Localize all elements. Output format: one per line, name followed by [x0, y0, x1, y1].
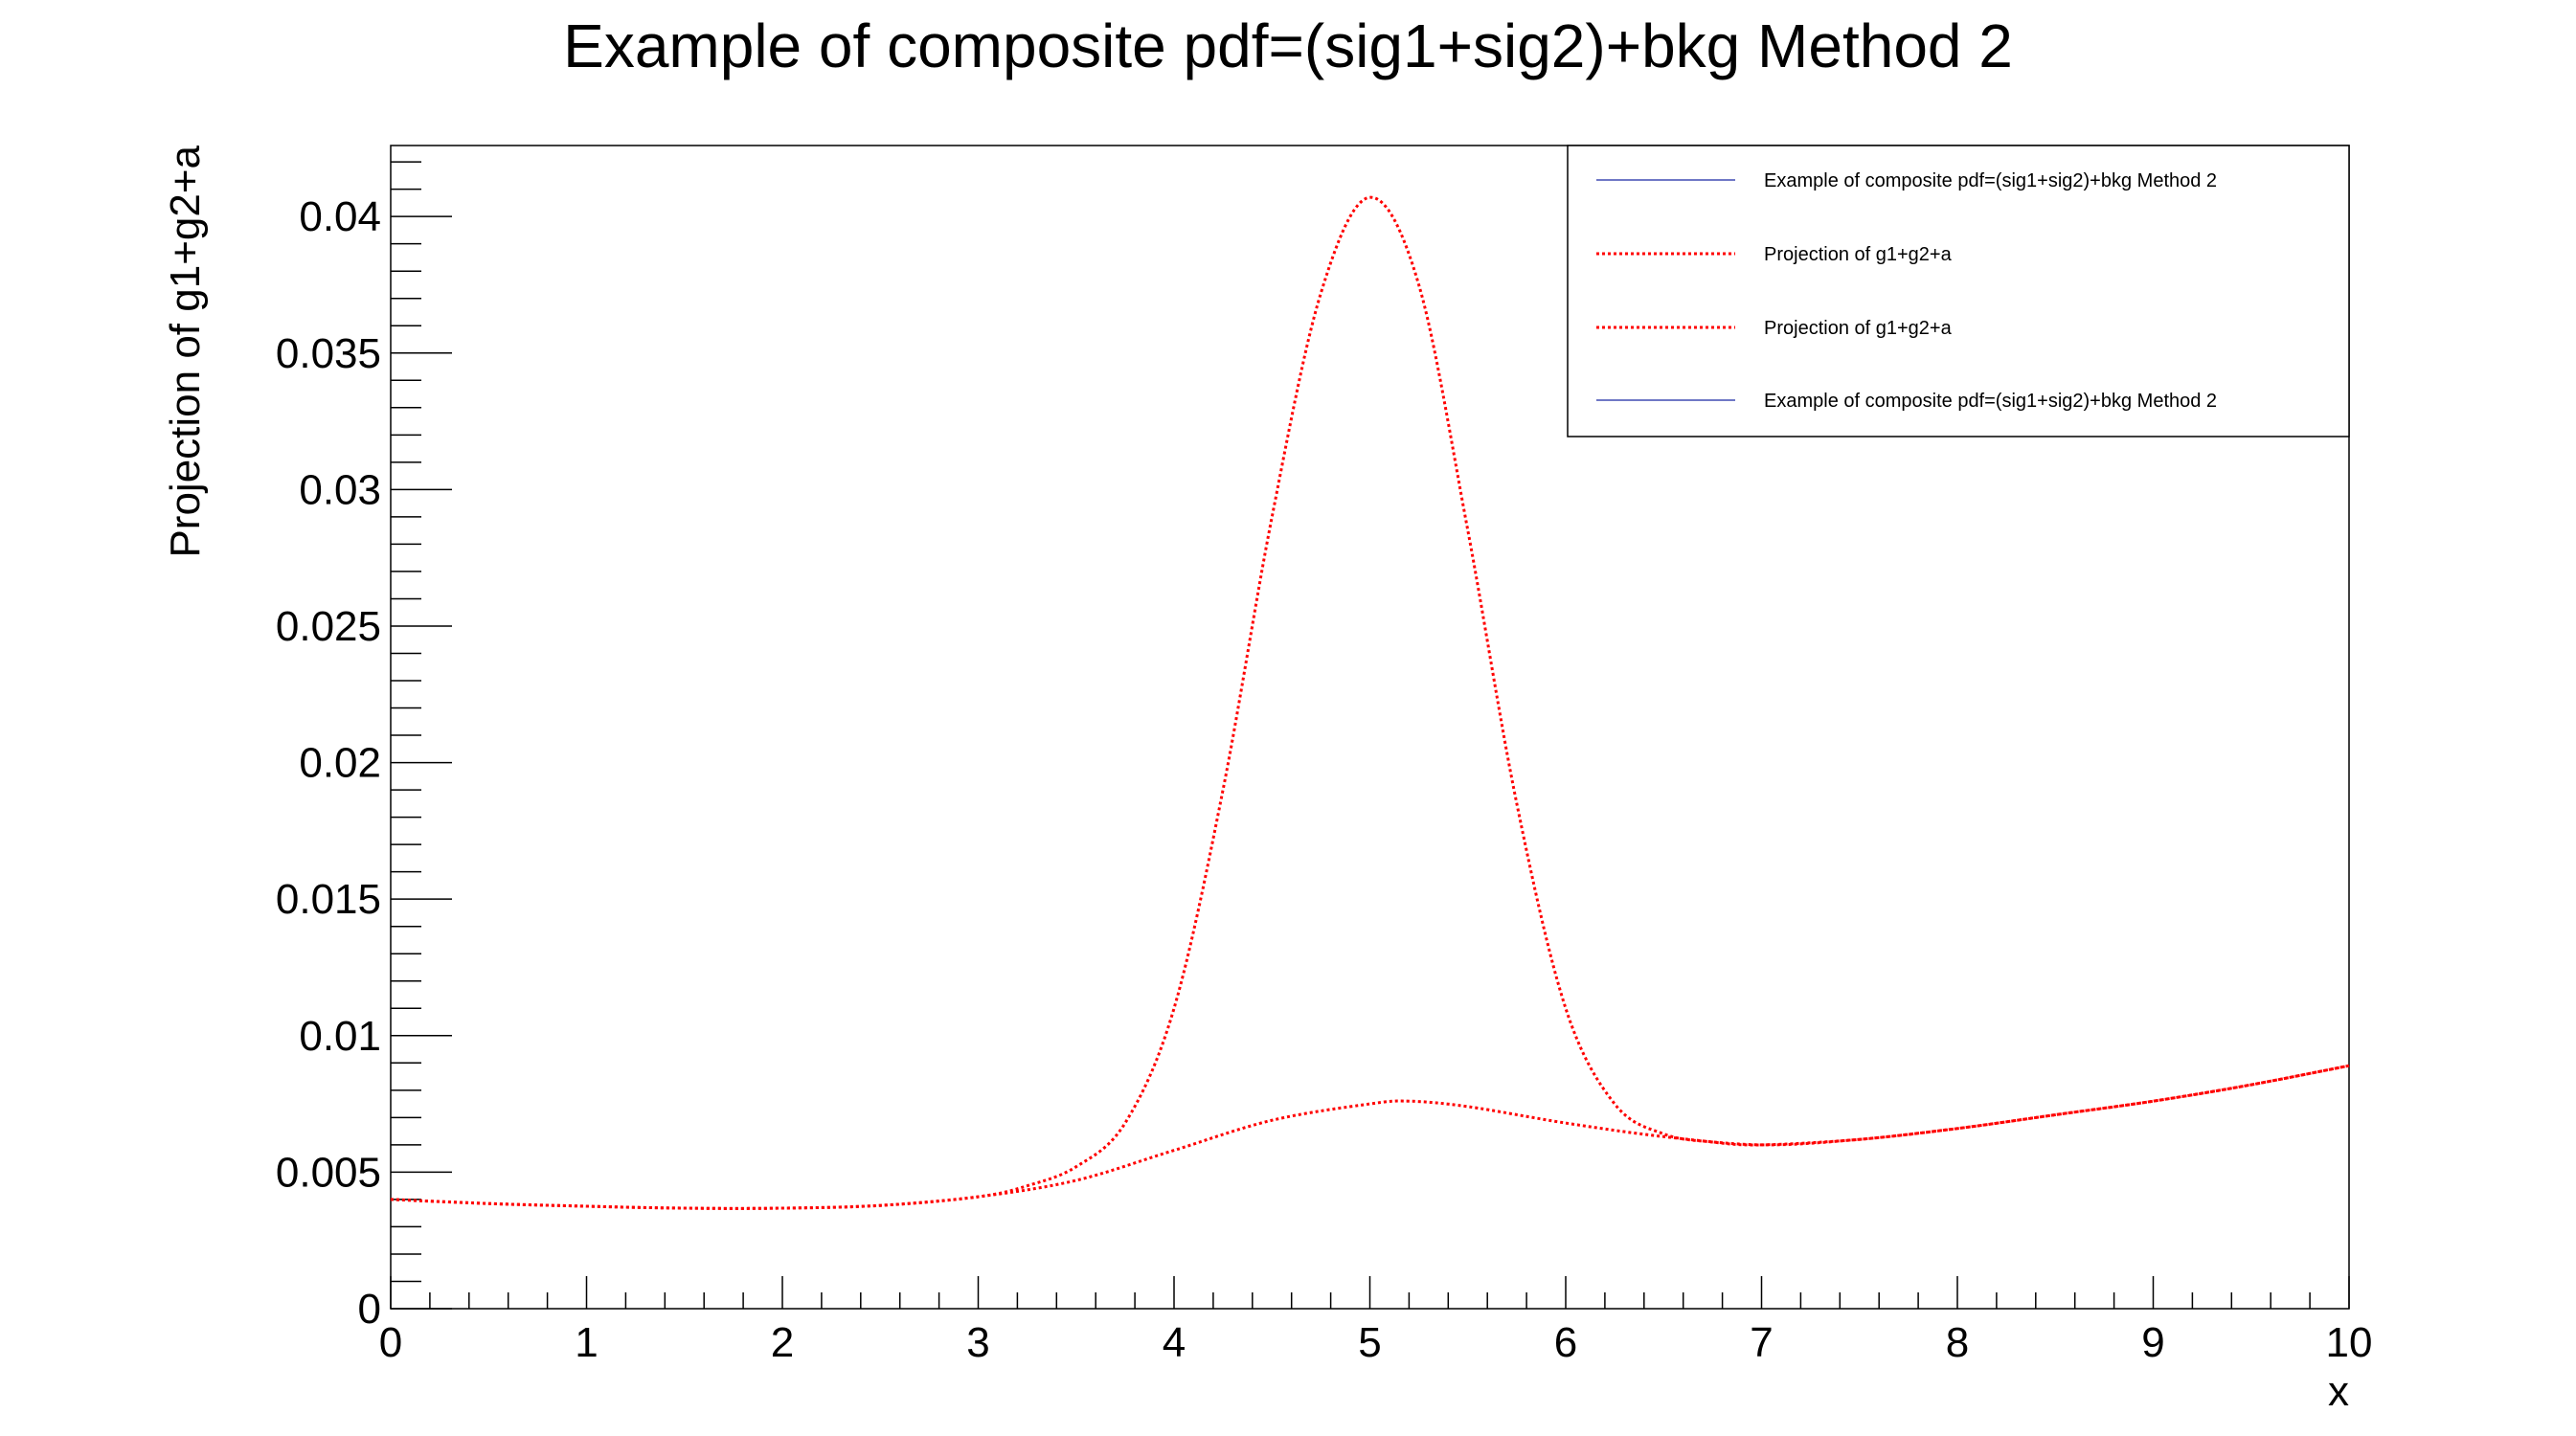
legend: Example of composite pdf=(sig1+sig2)+bkg… [1567, 145, 2350, 438]
y-tick-label: 0.04 [299, 193, 381, 240]
x-axis: 0 1 2 3 4 5 6 7 8 9 10 [379, 1276, 2373, 1366]
x-tick-label: 5 [1358, 1319, 1381, 1366]
x-tick-label: 1 [575, 1319, 598, 1366]
y-tick-label: 0.005 [276, 1149, 381, 1196]
x-tick-label: 10 [2326, 1319, 2373, 1366]
series-layer [390, 195, 2350, 1210]
y-axis: 0 0.005 0.01 0.015 0.02 0.025 0.03 0.035 0.04 [276, 161, 452, 1333]
y-tick-label: 0.02 [299, 740, 381, 787]
x-tick-label: 6 [1554, 1319, 1577, 1366]
legend-label-2: Projection of g1+g2+a [1764, 244, 1953, 265]
y-tick-label: 0.015 [276, 876, 381, 923]
legend-box [1567, 145, 2350, 438]
x-tick-label: 7 [1750, 1319, 1773, 1366]
x-tick-label: 0 [379, 1319, 402, 1366]
x-tick-label: 3 [966, 1319, 989, 1366]
legend-label-4: Example of composite pdf=(sig1+sig2)+bkg… [1764, 391, 2217, 412]
y-tick-label: 0.035 [276, 330, 381, 377]
legend-label-3: Projection of g1+g2+a [1764, 318, 1953, 339]
series-line-2 [390, 1064, 2350, 1210]
y-tick-label: 0 [358, 1286, 381, 1333]
series-line-1 [390, 195, 2350, 1210]
x-tick-label: 9 [2141, 1319, 2164, 1366]
x-tick-label: 2 [771, 1319, 794, 1366]
legend-label-1: Example of composite pdf=(sig1+sig2)+bkg… [1764, 170, 2217, 191]
y-tick-label: 0.01 [299, 1013, 381, 1060]
chart-title: Example of composite pdf=(sig1+sig2)+bkg… [563, 11, 2013, 80]
y-tick-label: 0.025 [276, 603, 381, 650]
x-tick-label: 8 [1946, 1319, 1969, 1366]
y-axis-label: Projection of g1+g2+a [162, 145, 209, 557]
x-tick-label: 4 [1163, 1319, 1186, 1366]
x-axis-label: x [2328, 1368, 2349, 1415]
y-tick-label: 0.03 [299, 466, 381, 513]
